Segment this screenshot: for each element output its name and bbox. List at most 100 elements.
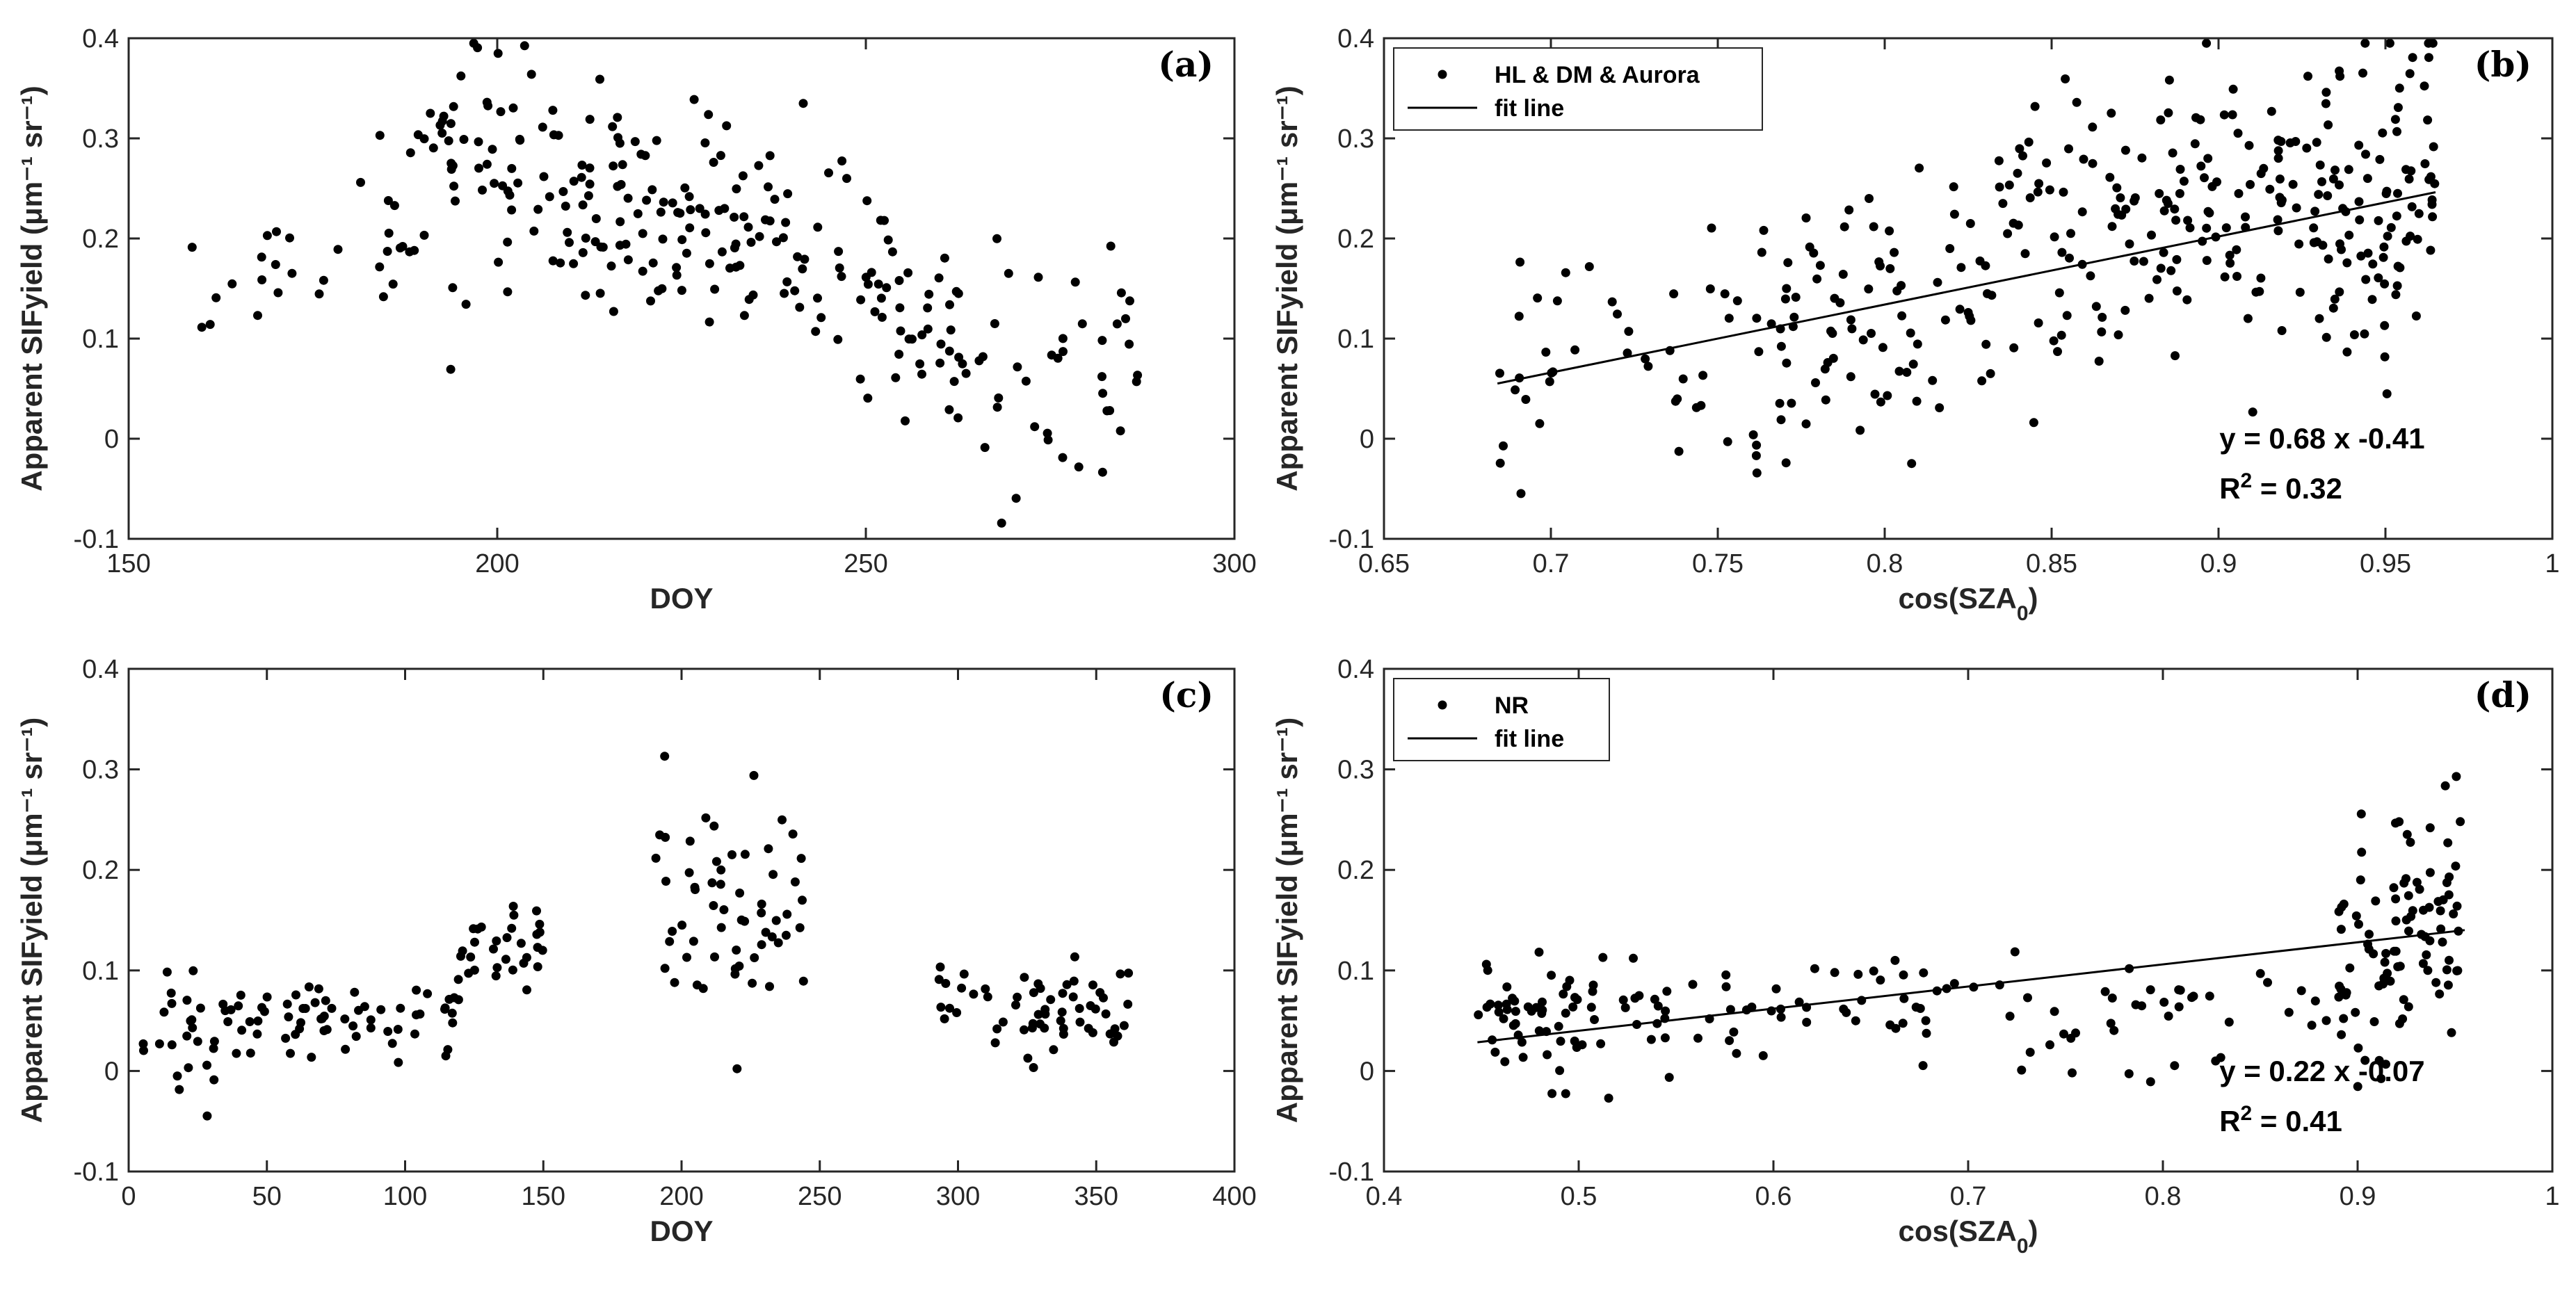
data-point xyxy=(883,235,893,245)
data-point xyxy=(1123,999,1133,1009)
data-point xyxy=(1885,1020,1895,1030)
data-point xyxy=(1815,261,1825,270)
data-point xyxy=(1669,289,1679,299)
data-point xyxy=(453,995,463,1005)
data-point xyxy=(2378,979,2388,989)
data-point xyxy=(915,359,925,368)
data-point xyxy=(2291,137,2301,146)
data-point xyxy=(2399,995,2408,1005)
data-point xyxy=(2212,177,2221,187)
data-point xyxy=(1125,296,1134,306)
data-point xyxy=(642,195,652,205)
data-point xyxy=(2429,142,2438,152)
data-point xyxy=(2431,978,2441,987)
data-point xyxy=(539,172,549,181)
data-point xyxy=(2182,295,2192,305)
data-point xyxy=(790,286,800,295)
data-point xyxy=(1723,437,1732,446)
data-point xyxy=(2408,53,2417,63)
data-point xyxy=(2098,312,2107,322)
data-point xyxy=(2411,311,2421,321)
data-point xyxy=(1921,1016,1931,1025)
data-point xyxy=(1482,1003,1492,1012)
data-point xyxy=(862,196,872,206)
data-point xyxy=(824,168,833,178)
data-point xyxy=(680,183,690,193)
data-point xyxy=(1534,1026,1544,1036)
data-point xyxy=(811,327,821,337)
data-point xyxy=(2436,924,2446,934)
legend-entry: NR xyxy=(1495,692,1529,719)
data-point xyxy=(2054,288,2064,298)
data-point xyxy=(952,1008,962,1017)
data-point xyxy=(482,97,492,107)
data-point xyxy=(2175,165,2185,174)
data-point xyxy=(647,185,657,195)
data-point xyxy=(1075,1017,1085,1027)
data-point xyxy=(1724,314,1734,323)
x-axis-label: DOY xyxy=(650,1215,713,1247)
x-tick-label: 300 xyxy=(1212,549,1256,578)
data-point xyxy=(2220,272,2230,282)
x-axis-label: cos(SZA0) xyxy=(1898,1215,2038,1258)
data-point xyxy=(1511,385,1520,395)
data-point xyxy=(1113,1031,1122,1041)
data-point xyxy=(1124,968,1134,978)
data-point xyxy=(2393,188,2402,198)
data-point xyxy=(1518,1053,1528,1062)
data-point xyxy=(684,868,694,877)
data-point xyxy=(981,984,990,994)
panel-b: 0.65 0.7 0.75 0.8 0.85 0.9 0.95 1 -0.1 0 0.1 0.2 0.3… xyxy=(1271,24,2560,625)
data-point xyxy=(300,1004,310,1013)
data-point xyxy=(2452,901,2462,911)
data-point xyxy=(489,944,498,954)
data-point xyxy=(1908,359,1918,369)
x-tick-label: 200 xyxy=(659,1182,703,1211)
data-point xyxy=(388,279,398,289)
data-point xyxy=(2079,154,2088,164)
data-point xyxy=(661,877,670,886)
data-point xyxy=(2013,168,2022,178)
y-tick-label: -0.1 xyxy=(1329,1158,1374,1187)
data-point xyxy=(1604,1094,1613,1103)
data-point xyxy=(732,184,741,194)
data-point xyxy=(863,394,873,403)
data-point xyxy=(2121,204,2131,214)
data-point xyxy=(529,226,539,236)
data-point xyxy=(2015,144,2024,154)
data-point xyxy=(1494,1007,1504,1017)
data-point xyxy=(1830,968,1840,978)
data-point xyxy=(2353,1043,2363,1053)
data-point xyxy=(707,878,717,888)
data-point xyxy=(469,965,479,975)
data-point xyxy=(736,915,746,925)
axes-frame xyxy=(1383,37,2554,540)
data-point xyxy=(281,1033,291,1043)
data-point xyxy=(1561,268,1570,277)
data-point xyxy=(1514,311,1524,321)
data-point xyxy=(1577,1040,1587,1050)
data-point xyxy=(2045,185,2054,195)
data-point xyxy=(795,923,805,932)
data-point xyxy=(469,924,478,934)
data-point xyxy=(1543,1050,1552,1060)
r-squared: R2 = 0.41 xyxy=(2219,1102,2342,1138)
data-point xyxy=(917,330,927,340)
data-point xyxy=(1782,284,1792,293)
data-point xyxy=(1781,458,1791,468)
data-point xyxy=(287,268,297,278)
data-point xyxy=(2406,166,2416,176)
data-point xyxy=(615,138,625,148)
data-point xyxy=(672,270,682,280)
axes-frame xyxy=(127,37,1236,540)
data-point xyxy=(1499,1014,1508,1023)
data-point xyxy=(2034,179,2044,188)
data-point xyxy=(548,256,558,266)
data-point xyxy=(1986,368,1995,378)
data-point xyxy=(2315,160,2325,170)
data-point xyxy=(1029,1063,1038,1072)
data-point xyxy=(2381,1060,2390,1069)
data-point xyxy=(743,222,753,232)
data-point xyxy=(1056,1016,1065,1025)
data-point xyxy=(1097,372,1106,382)
